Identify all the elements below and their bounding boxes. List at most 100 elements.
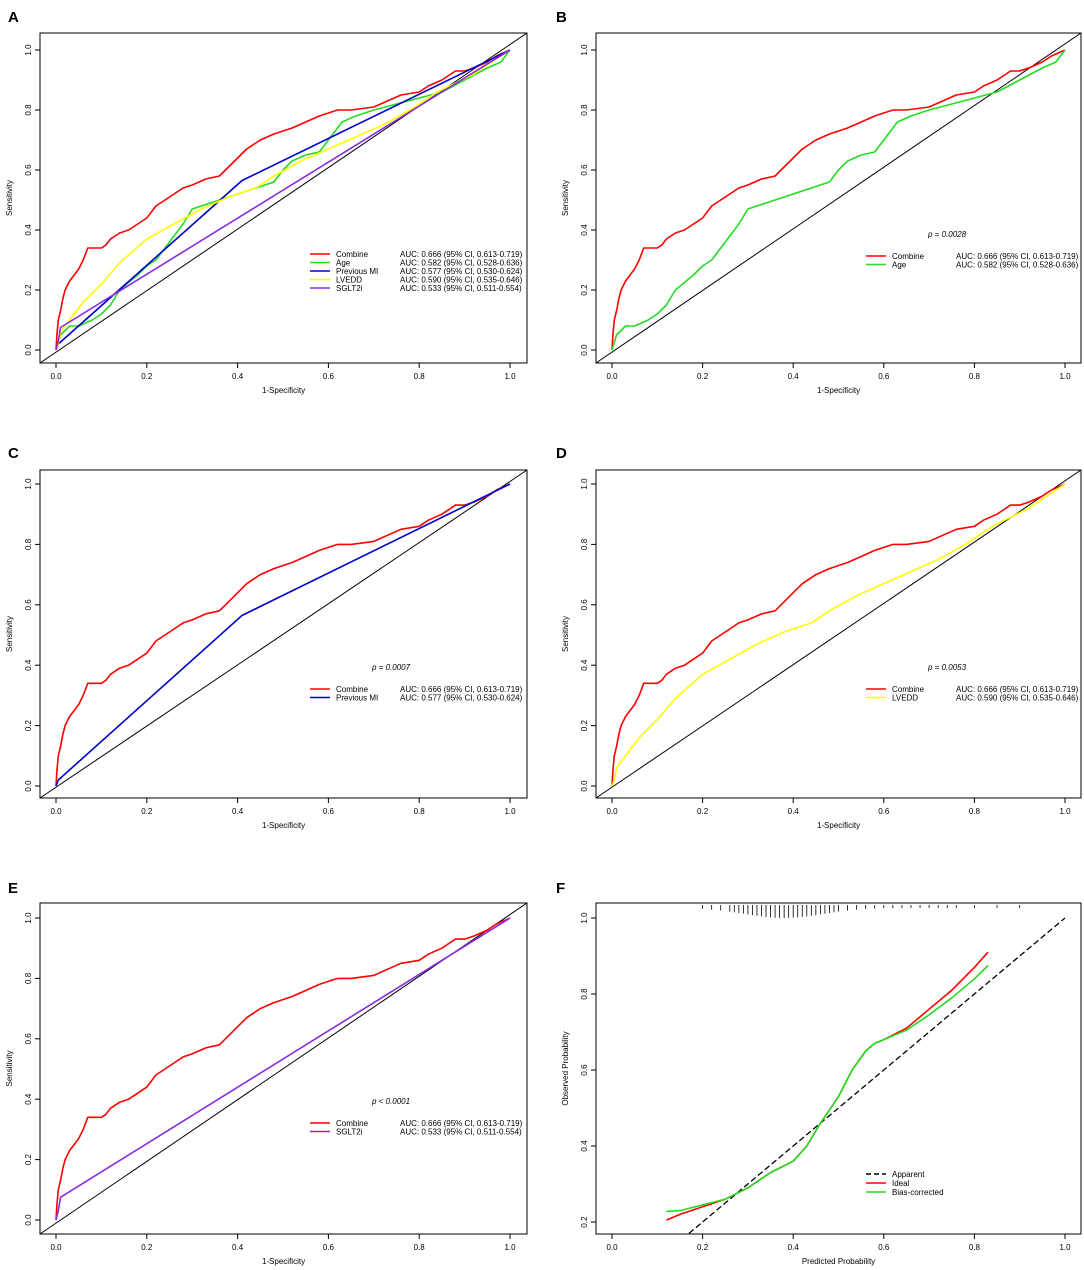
y-tick-label: 0.8 [580, 104, 589, 116]
series-line-lvedd [55, 49, 511, 351]
x-tick-label: 0.6 [878, 1243, 890, 1252]
y-tick-label: 0.0 [580, 780, 589, 792]
x-tick-label: 0.0 [50, 807, 62, 816]
legend-auc: AUC: 0.577 (95% CI, 0.530-0.624) [400, 267, 523, 276]
x-tick-label: 1.0 [504, 372, 516, 381]
series-line-previous-mi [55, 49, 511, 351]
series-line-age [55, 49, 511, 351]
legend-auc: AUC: 0.533 (95% CI, 0.511-0.554) [400, 284, 522, 293]
x-tick-label: 1.0 [504, 807, 516, 816]
reference-diagonal [39, 32, 528, 364]
series-line-combine [55, 483, 511, 787]
series-line-apparent [688, 917, 1066, 1234]
y-tick-label: 0.8 [580, 538, 589, 550]
chart-panel-e: E 0.0 0.2 0.4 0.6 0.8 1.0 0.0 0.2 0.4 0.6 0.8 1.0 1-S… [5, 880, 528, 1266]
y-tick-label: 1.0 [580, 912, 589, 924]
x-axis-label: 1-Specificity [262, 821, 305, 830]
x-tick-label: 0.0 [50, 372, 62, 381]
plot-frame [39, 469, 528, 799]
x-tick-label: 0.2 [141, 1243, 153, 1252]
series-line-bias-corrected [666, 964, 989, 1213]
p-value-label: p < 0.0001 [371, 1097, 410, 1106]
x-tick-label: 0.0 [606, 372, 618, 381]
x-tick-label: 0.0 [50, 1243, 62, 1252]
series-line-combine [611, 49, 1066, 351]
p-value-label: p = 0.0028 [927, 230, 967, 239]
y-tick-label: 1.0 [24, 478, 33, 490]
reference-diagonal [39, 469, 528, 799]
y-axis-label: Sensitivity [561, 616, 570, 652]
x-tick-label: 0.4 [232, 1243, 244, 1252]
legend-label: Age [336, 259, 351, 268]
panel-label: E [8, 880, 18, 897]
y-axis-label: Observed Probability [561, 1031, 570, 1105]
x-tick-label: 0.2 [141, 807, 153, 816]
p-value-label: p = 0.0007 [371, 663, 411, 672]
y-tick-label: 0.4 [24, 1093, 33, 1105]
y-tick-label: 0.2 [24, 719, 33, 731]
legend-auc: AUC: 0.666 (95% CI, 0.613-0.719) [956, 685, 1079, 694]
x-tick-label: 0.8 [969, 372, 981, 381]
panel-label: B [556, 9, 567, 26]
x-tick-label: 1.0 [1059, 807, 1071, 816]
legend-auc: AUC: 0.666 (95% CI, 0.613-0.719) [400, 250, 523, 259]
legend-label: Age [892, 261, 907, 270]
series-line-lvedd [611, 483, 1066, 787]
plot-frame [595, 32, 1082, 364]
legend-label: Bias-corrected [892, 1188, 944, 1197]
panel-label: D [556, 445, 567, 462]
legend-auc: AUC: 0.582 (95% CI, 0.528-0.636) [956, 261, 1079, 270]
legend-auc: AUC: 0.533 (95% CI, 0.511-0.554) [400, 1128, 522, 1137]
legend-auc: AUC: 0.666 (95% CI, 0.613-0.719) [400, 1119, 523, 1128]
chart-panel-d: D 0.0 0.2 0.4 0.6 0.8 1.0 0.0 0.2 0.4 0.6 0.8 1.0 1-S… [556, 445, 1082, 830]
x-axis-label: 1-Specificity [262, 386, 305, 395]
x-tick-label: 0.2 [697, 372, 709, 381]
legend-label: SGLT2i [336, 1128, 363, 1137]
x-tick-label: 0.2 [697, 807, 709, 816]
y-tick-label: 0.4 [580, 224, 589, 236]
x-tick-label: 1.0 [1059, 372, 1071, 381]
x-tick-label: 0.6 [323, 372, 335, 381]
y-tick-label: 0.2 [580, 719, 589, 731]
x-tick-label: 0.4 [232, 807, 244, 816]
y-tick-label: 0.4 [24, 659, 33, 671]
x-tick-label: 0.0 [606, 1243, 618, 1252]
y-tick-label: 0.4 [580, 659, 589, 671]
series-line-ideal [666, 951, 989, 1221]
legend-label: Apparent [892, 1170, 925, 1179]
y-tick-label: 1.0 [580, 478, 589, 490]
series-line-combine [55, 49, 511, 351]
plot-frame [39, 902, 528, 1235]
y-tick-label: 0.8 [24, 972, 33, 984]
chart-panel-f: F 0.0 0.2 0.4 0.6 0.8 1.0 0.2 0.4 0.6 0.8 1.0 Predic… [556, 880, 1082, 1266]
y-tick-label: 0.0 [24, 344, 33, 356]
y-tick-label: 0.6 [580, 164, 589, 176]
series-line-previous-mi [55, 483, 511, 787]
legend-label: Combine [336, 1119, 369, 1128]
legend-auc: AUC: 0.666 (95% CI, 0.613-0.719) [956, 252, 1079, 261]
plot-frame [39, 32, 528, 364]
panel-label: A [8, 9, 19, 26]
y-tick-label: 0.6 [24, 1033, 33, 1045]
plot-frame [595, 902, 1082, 1235]
x-tick-label: 0.6 [323, 1243, 335, 1252]
y-tick-label: 0.6 [24, 164, 33, 176]
y-tick-label: 0.6 [580, 599, 589, 611]
panel-label: F [556, 880, 565, 897]
x-axis-label: 1-Specificity [262, 1257, 305, 1266]
y-tick-label: 1.0 [24, 912, 33, 924]
y-tick-label: 0.8 [24, 538, 33, 550]
x-tick-label: 0.0 [606, 807, 618, 816]
x-tick-label: 0.4 [232, 372, 244, 381]
x-axis-label: 1-Specificity [817, 821, 860, 830]
legend-auc: AUC: 0.590 (95% CI, 0.535-0.646) [400, 276, 523, 285]
x-tick-label: 0.4 [788, 372, 800, 381]
y-tick-label: 1.0 [580, 44, 589, 56]
legend-auc: AUC: 0.590 (95% CI, 0.535-0.646) [956, 694, 1079, 703]
legend-label: SGLT2i [336, 284, 363, 293]
series-line-age [611, 49, 1066, 351]
x-tick-label: 0.4 [788, 807, 800, 816]
legend-label: LVEDD [336, 276, 362, 285]
x-tick-label: 0.8 [414, 807, 426, 816]
y-tick-label: 0.8 [24, 104, 33, 116]
